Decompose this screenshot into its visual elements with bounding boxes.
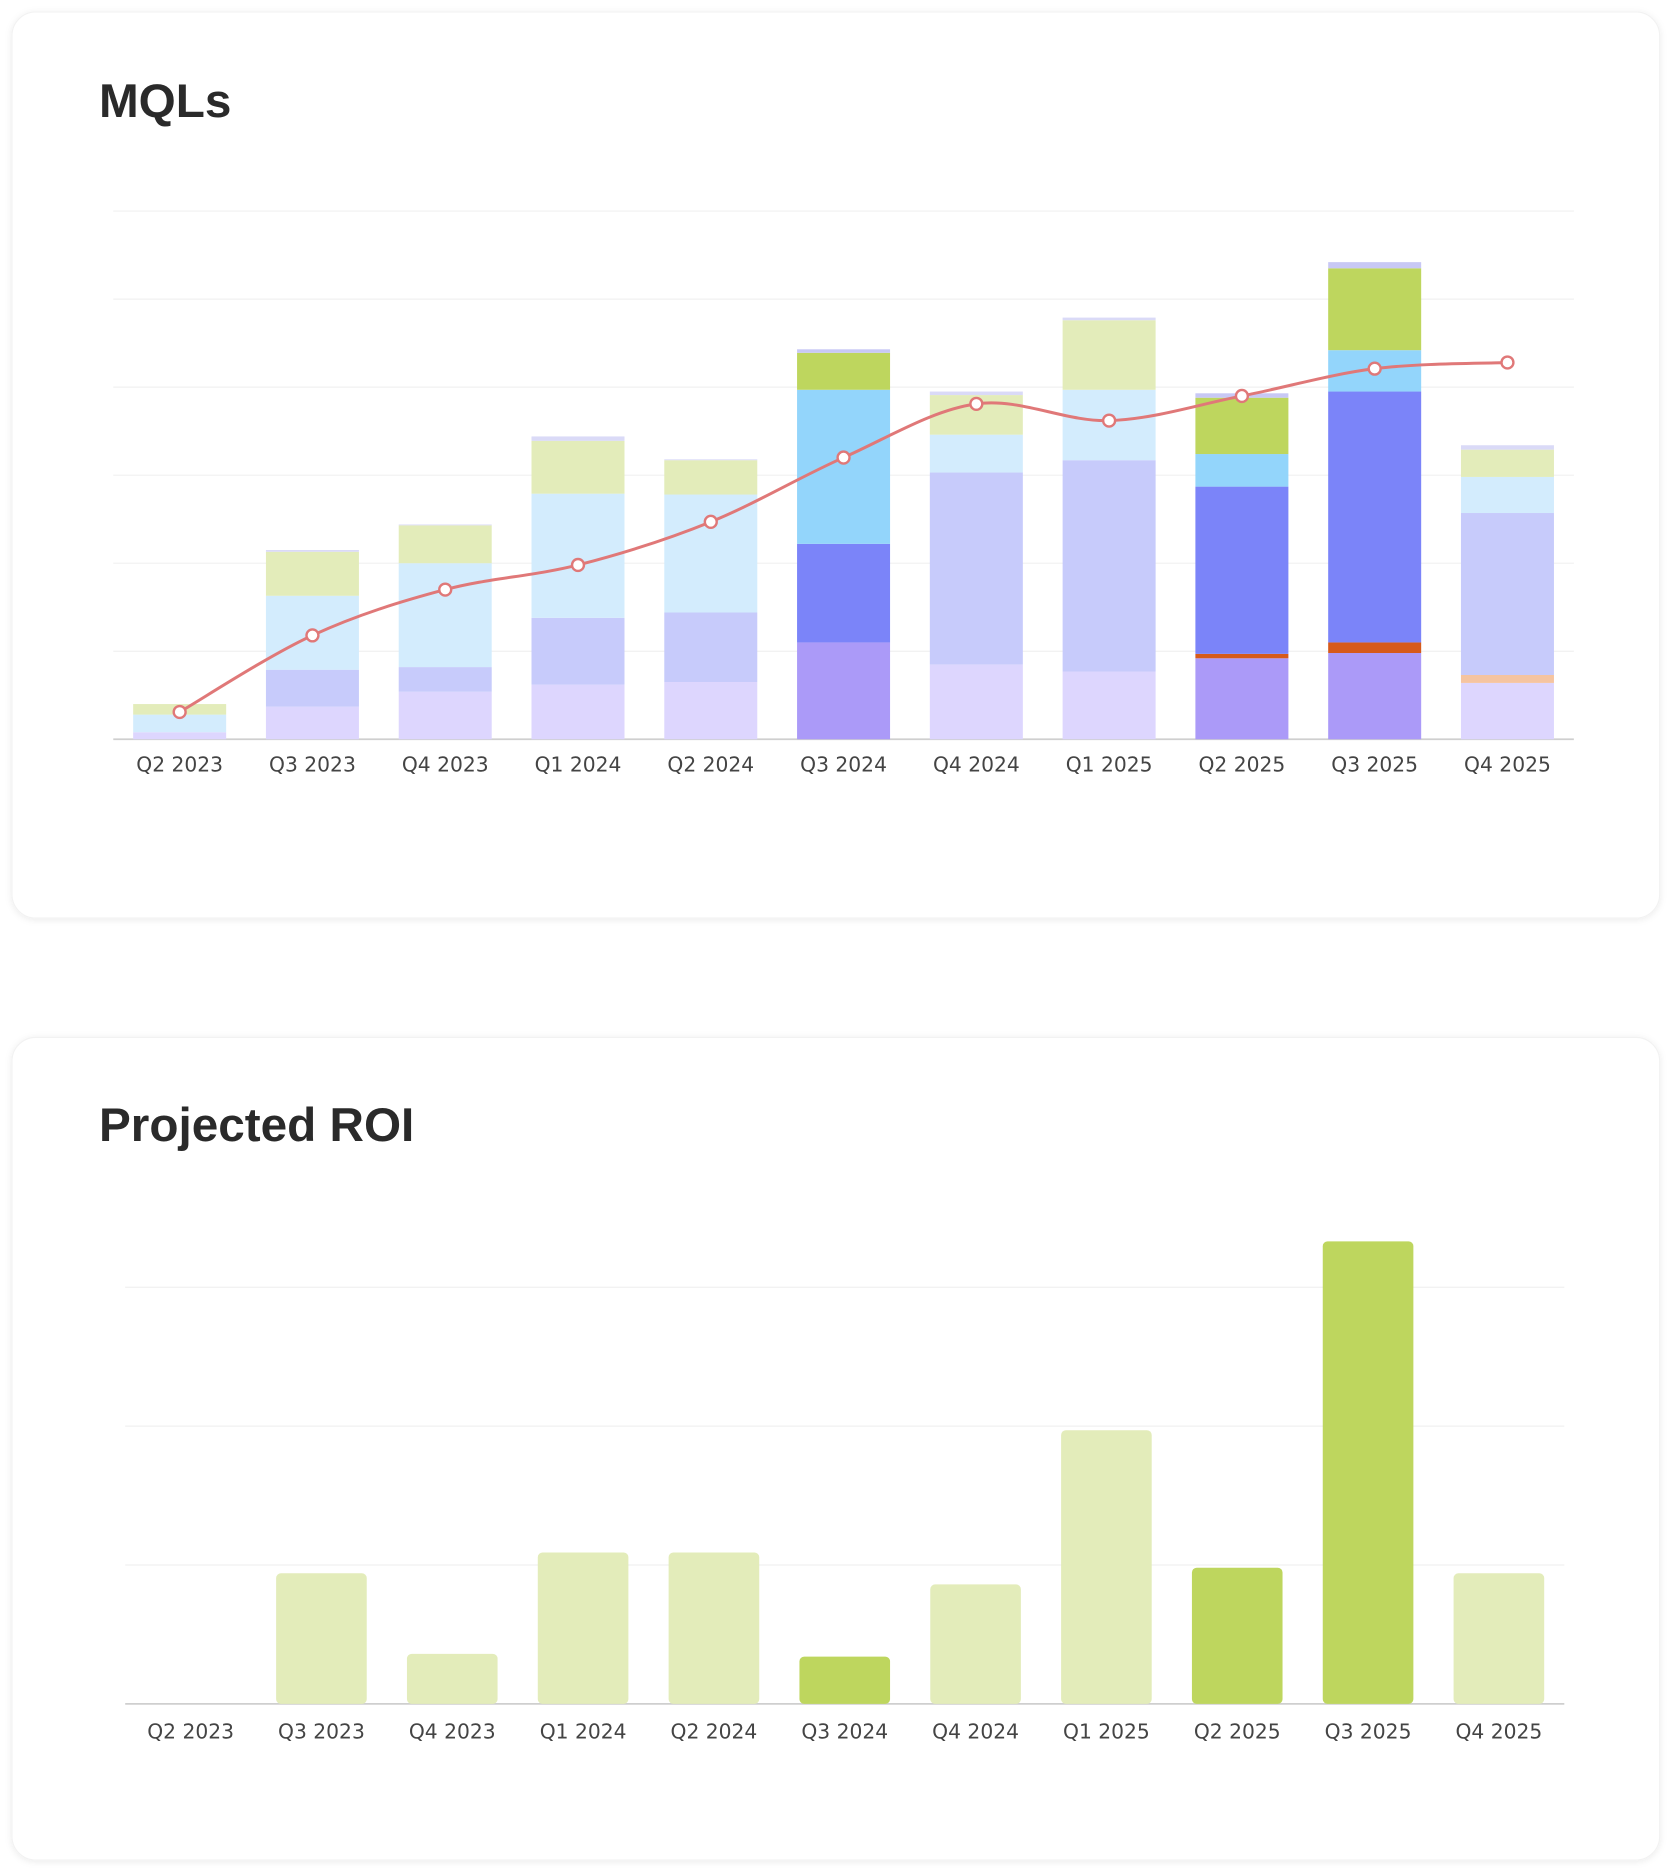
bar-segment: [265, 550, 359, 552]
bar-segment: [1328, 642, 1422, 653]
x-tick-label: Q3 2023: [269, 752, 356, 776]
bar-segment: [929, 664, 1023, 740]
bar-segment: [1460, 513, 1554, 676]
bar-segment: [398, 691, 492, 740]
bar-segment: [1328, 262, 1422, 269]
bar-segment: [664, 460, 758, 495]
x-tick-label: Q2 2024: [667, 752, 754, 776]
bar-segment: [929, 472, 1023, 665]
bar-segment: [1195, 486, 1289, 654]
bar: [406, 1653, 498, 1704]
bar: [1453, 1573, 1545, 1704]
chart-title: Projected ROI: [99, 1099, 414, 1152]
x-tick-label: Q2 2023: [147, 1719, 234, 1743]
bar-segment: [664, 612, 758, 683]
x-tick-label: Q2 2025: [1198, 752, 1285, 776]
line-point: [969, 396, 984, 412]
bar-segment: [1062, 460, 1156, 672]
bar-segment: [1460, 476, 1554, 514]
x-tick-label: Q4 2024: [932, 1719, 1019, 1743]
bar-segment: [664, 682, 758, 740]
x-tick-label: Q4 2025: [1455, 1719, 1542, 1743]
x-tick-label: Q2 2023: [136, 752, 223, 776]
bar-segment: [265, 551, 359, 596]
line-point: [1500, 355, 1515, 370]
line-point: [172, 704, 187, 720]
bar-segment: [797, 389, 891, 544]
line-point: [305, 628, 320, 643]
bar-segment: [1460, 449, 1554, 477]
bar-segment: [797, 543, 891, 643]
x-tick-label: Q3 2024: [800, 752, 887, 776]
line-point: [1234, 388, 1250, 404]
bar-segment: [1460, 682, 1554, 740]
bar-segment: [1328, 391, 1422, 643]
x-tick-label: Q4 2023: [402, 752, 489, 776]
line-point: [1367, 361, 1382, 376]
bar-segment: [1328, 652, 1422, 740]
bar: [276, 1573, 367, 1704]
bar-segment: [398, 525, 492, 564]
bar-segment: [664, 494, 758, 613]
bar-segment: [531, 440, 625, 494]
x-tick-label: Q2 2024: [671, 1719, 758, 1743]
bar: [1061, 1430, 1152, 1704]
line-point: [570, 557, 586, 573]
bar-segment: [398, 667, 492, 692]
bar-segment: [531, 617, 625, 685]
line-point: [1101, 413, 1117, 428]
bar-segment: [133, 732, 227, 740]
bar-segment: [265, 706, 359, 740]
bar-segment: [664, 459, 758, 461]
x-tick-label: Q3 2024: [801, 1719, 888, 1743]
bar-segment: [1460, 445, 1554, 450]
x-tick-label: Q3 2025: [1331, 752, 1418, 776]
x-tick-label: Q2 2025: [1194, 1719, 1281, 1743]
chart-title: MQLs: [99, 75, 231, 128]
bar-segment: [797, 352, 891, 390]
x-tick-label: Q3 2023: [278, 1719, 365, 1743]
x-tick-label: Q1 2024: [535, 752, 622, 776]
bar: [668, 1552, 760, 1704]
bar-segment: [1062, 320, 1156, 390]
line-point: [703, 514, 718, 529]
x-tick-label: Q1 2024: [540, 1719, 627, 1743]
x-tick-label: Q4 2025: [1464, 752, 1551, 776]
x-tick-label: Q3 2025: [1325, 1719, 1412, 1743]
x-tick-label: Q4 2023: [409, 1719, 496, 1743]
x-tick-label: Q1 2025: [1063, 1719, 1150, 1743]
bar-segment: [1062, 317, 1156, 321]
bar-segment: [265, 669, 359, 707]
bar: [930, 1584, 1021, 1704]
x-tick-label: Q4 2024: [933, 752, 1020, 776]
bar-segment: [1195, 653, 1289, 659]
bar-segment: [1062, 671, 1156, 740]
bar-segment: [531, 684, 625, 740]
bar-segment: [1328, 268, 1422, 351]
bar-segment: [797, 642, 891, 740]
bar-segment: [1195, 397, 1289, 455]
bar-segment: [797, 349, 891, 353]
bar-segment: [929, 391, 1023, 396]
bar-segment: [1195, 454, 1289, 487]
line-point: [836, 450, 851, 465]
line-point: [438, 582, 453, 597]
bar-segment: [929, 434, 1023, 473]
x-tick-label: Q1 2025: [1066, 752, 1153, 776]
bar-segment: [398, 563, 492, 668]
bar: [799, 1656, 891, 1704]
bar: [537, 1552, 629, 1704]
bar: [1191, 1567, 1283, 1704]
bar-segment: [398, 524, 492, 526]
bar: [1322, 1241, 1414, 1704]
bar-segment: [531, 436, 625, 441]
bar-segment: [133, 714, 227, 733]
bar-segment: [1195, 658, 1289, 740]
bar-segment: [1460, 675, 1554, 683]
